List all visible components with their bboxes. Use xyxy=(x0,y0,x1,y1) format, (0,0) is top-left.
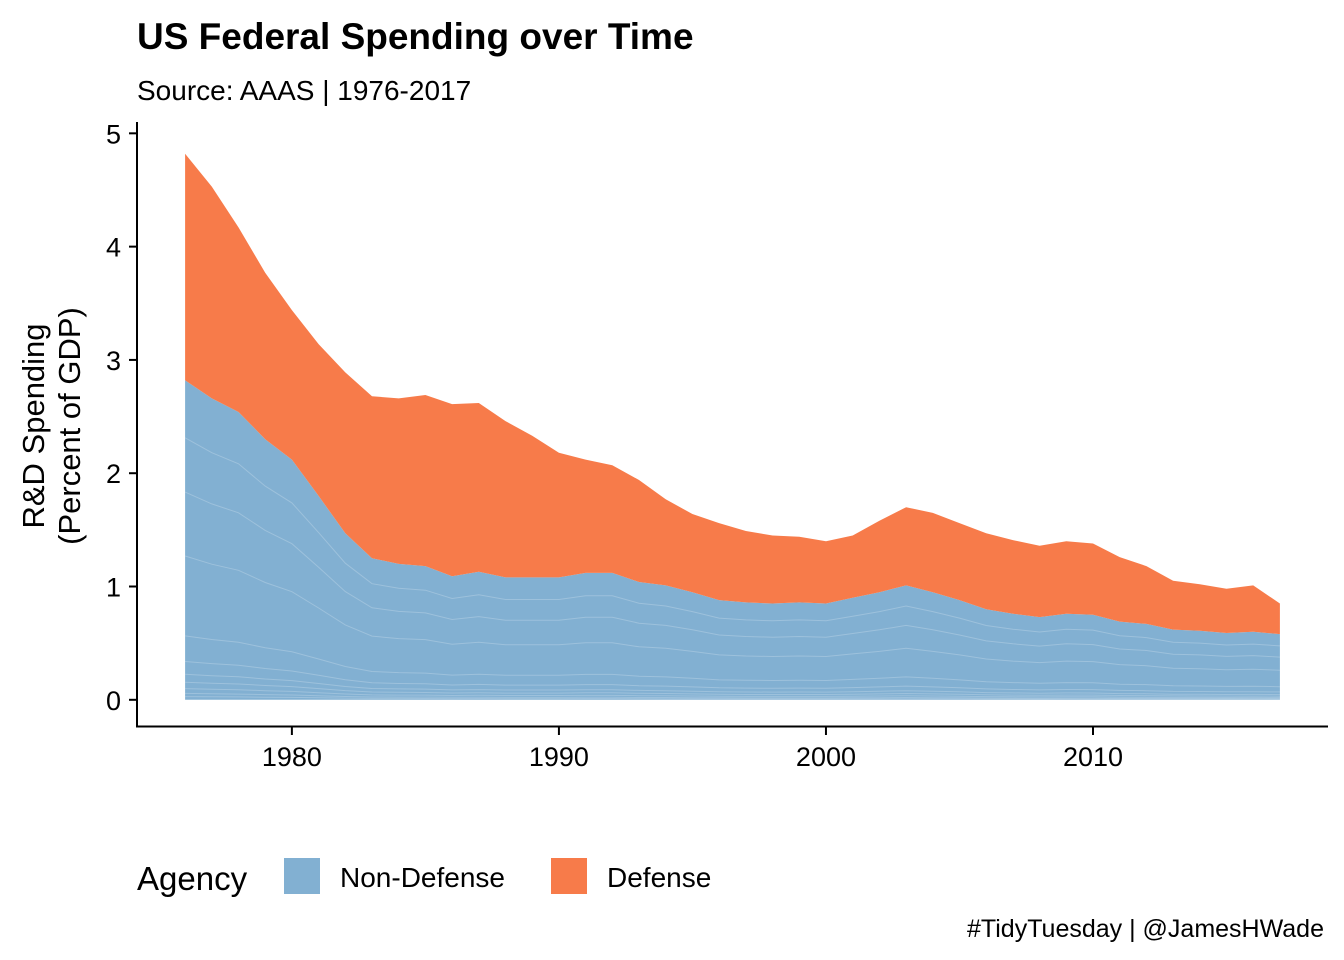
y-axis-label: R&D Spending(Percent of GDP) xyxy=(16,307,87,545)
x-tick-label: 1990 xyxy=(529,742,589,772)
chart-subtitle: Source: AAAS | 1976-2017 xyxy=(137,75,471,106)
y-tick-label: 3 xyxy=(106,346,121,376)
y-tick-label: 1 xyxy=(106,573,121,603)
band-lines xyxy=(184,437,1280,700)
area-defense xyxy=(185,153,1280,635)
legend: Agency Non-Defense Defense xyxy=(137,858,711,897)
band-line xyxy=(184,437,1280,647)
band-line xyxy=(185,635,1280,688)
y-ticks: 0 1 2 3 4 5 xyxy=(106,119,137,716)
band-line xyxy=(185,673,1280,696)
band-line xyxy=(185,696,1280,700)
y-tick-label: 5 xyxy=(106,119,121,149)
area-non-defense xyxy=(185,380,1280,700)
legend-title: Agency xyxy=(137,860,248,897)
legend-swatch-defense xyxy=(551,858,587,894)
band-line xyxy=(184,491,1280,658)
y-tick-label: 0 xyxy=(106,686,121,716)
chart-title: US Federal Spending over Time xyxy=(137,16,694,57)
band-line xyxy=(185,661,1280,693)
band-line xyxy=(185,681,1280,697)
band-line xyxy=(185,688,1280,699)
x-ticks: 1980 1990 2000 2010 xyxy=(262,727,1123,772)
legend-label-defense: Defense xyxy=(607,862,711,893)
area-layer xyxy=(185,153,1280,700)
x-tick-label: 2000 xyxy=(796,742,856,772)
caption: #TidyTuesday | @JamesHWade xyxy=(967,915,1324,943)
legend-label-non-defense: Non-Defense xyxy=(340,862,505,893)
x-tick-label: 1980 xyxy=(262,742,322,772)
band-line xyxy=(184,555,1280,671)
x-tick-label: 2010 xyxy=(1063,742,1123,772)
band-line xyxy=(185,692,1280,700)
y-tick-label: 4 xyxy=(106,233,121,263)
legend-swatch-non-defense xyxy=(284,858,320,894)
y-tick-label: 2 xyxy=(106,459,121,489)
